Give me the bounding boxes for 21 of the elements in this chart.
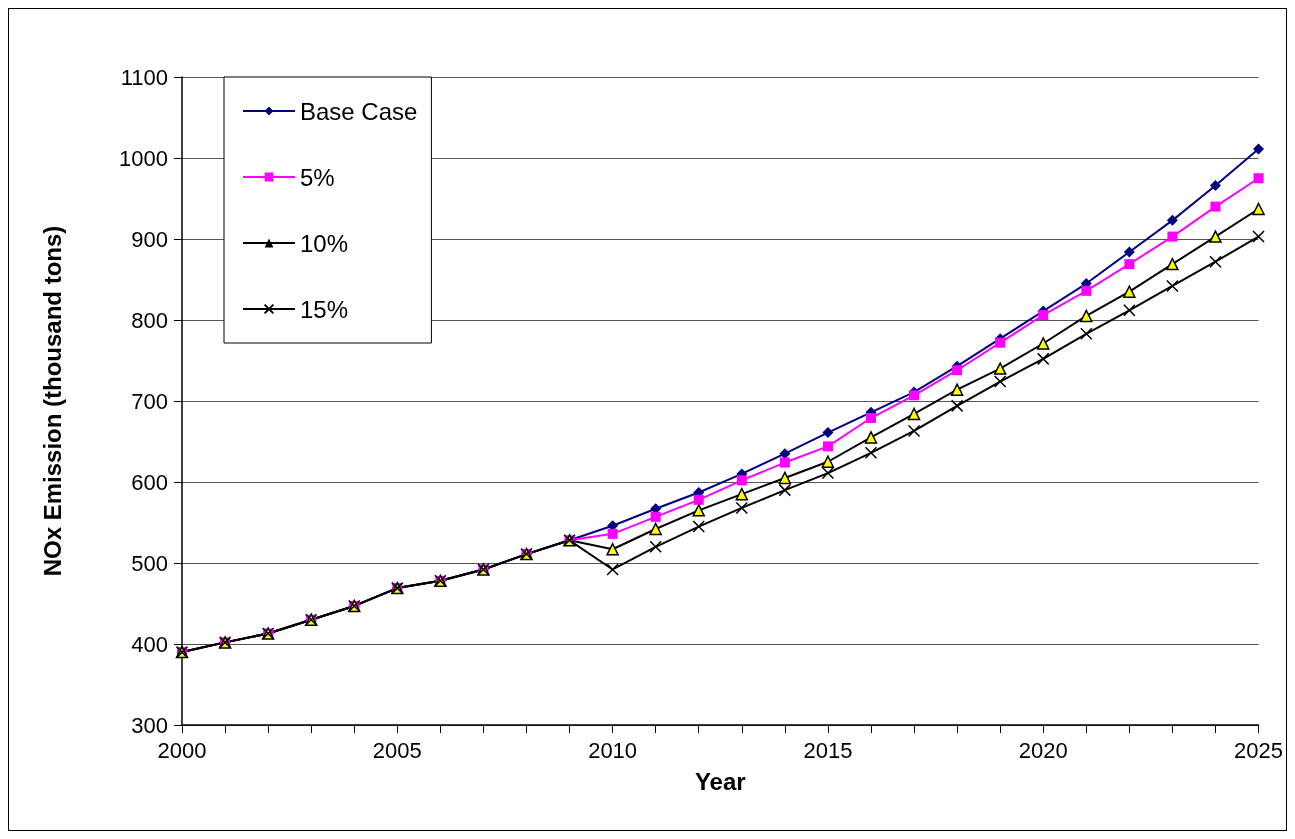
y-tick-label: 600: [131, 469, 168, 495]
y-tick-label: 900: [131, 226, 168, 252]
legend-label: 15%: [300, 295, 349, 323]
y-tick-label: 300: [131, 712, 168, 738]
y-tick-label: 700: [131, 388, 168, 414]
y-tick-label: 800: [131, 307, 168, 333]
legend-label: 5%: [300, 163, 335, 191]
y-tick-label: 400: [131, 631, 168, 657]
x-axis-title: Year: [694, 767, 746, 795]
y-tick-label: 1000: [119, 145, 168, 171]
legend-label: Base Case: [300, 97, 418, 125]
x-tick-label: 2000: [157, 737, 207, 763]
legend-label: 10%: [300, 229, 349, 257]
x-tick-label: 2005: [372, 737, 422, 763]
x-tick-label: 2015: [803, 737, 853, 763]
x-tick-label: 2025: [1234, 737, 1284, 763]
x-tick-label: 2020: [1018, 737, 1068, 763]
x-tick-label: 2010: [588, 737, 638, 763]
y-axis-title: NOx Emission (thousand tons): [38, 225, 66, 577]
y-tick-label: 500: [131, 550, 168, 576]
y-tick-label: 1100: [120, 64, 168, 90]
